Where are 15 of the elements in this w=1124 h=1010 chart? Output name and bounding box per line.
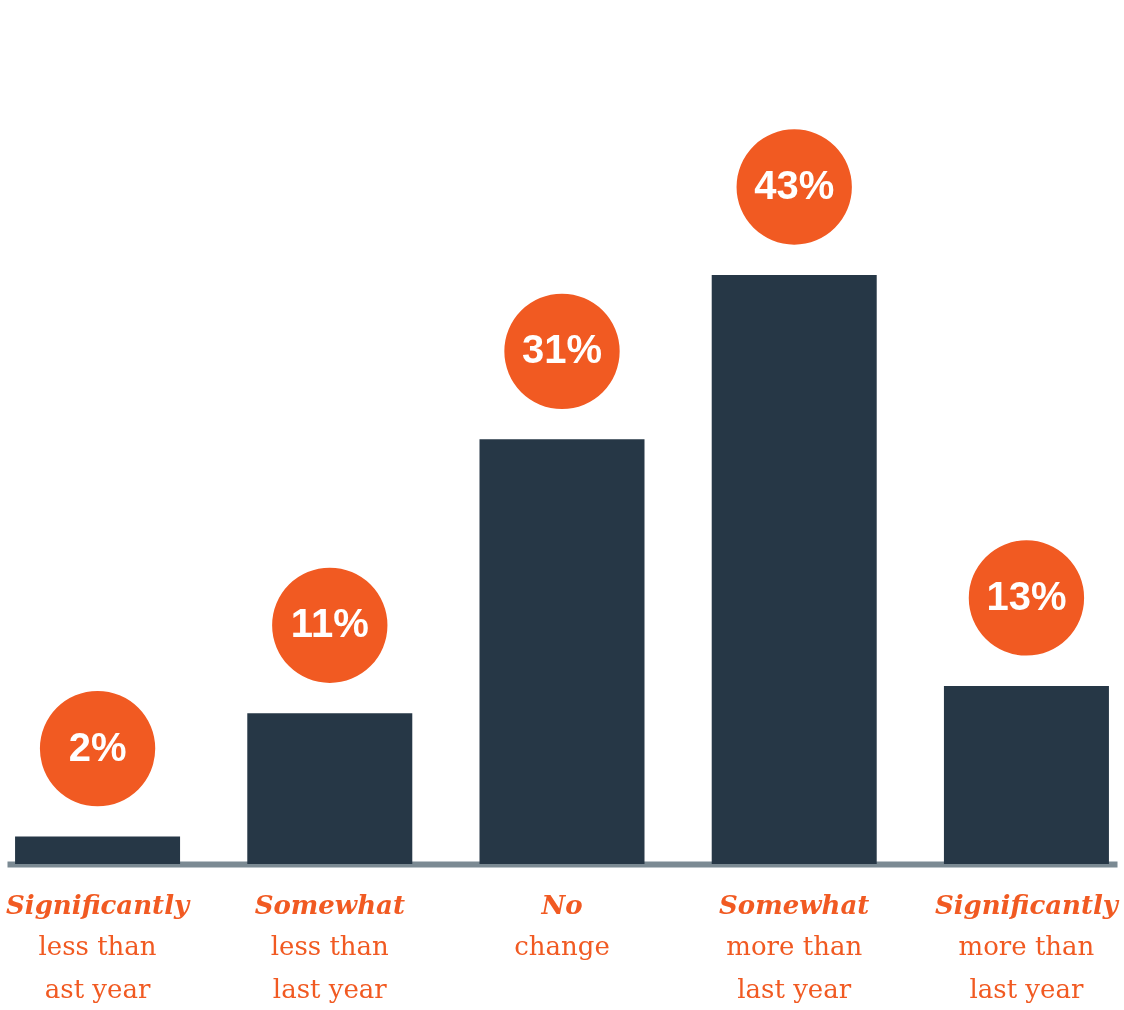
bar [247,713,413,864]
data-label: 13% [986,573,1067,618]
data-label: 31% [521,327,603,372]
bar [479,439,645,864]
category-label: Significantly less than ast year [6,890,190,1004]
bar [943,685,1109,864]
category-label: Significantly more than last year [934,890,1118,1004]
data-label: 43% [754,162,835,207]
category-label: No change [514,890,610,961]
bar [711,274,877,864]
data-label: 11% [290,601,369,646]
bar [15,836,181,864]
category-label: Somewhat more than last year [719,890,870,1004]
data-label: 2% [68,724,127,769]
category-label: Somewhat less than last year [254,890,405,1004]
